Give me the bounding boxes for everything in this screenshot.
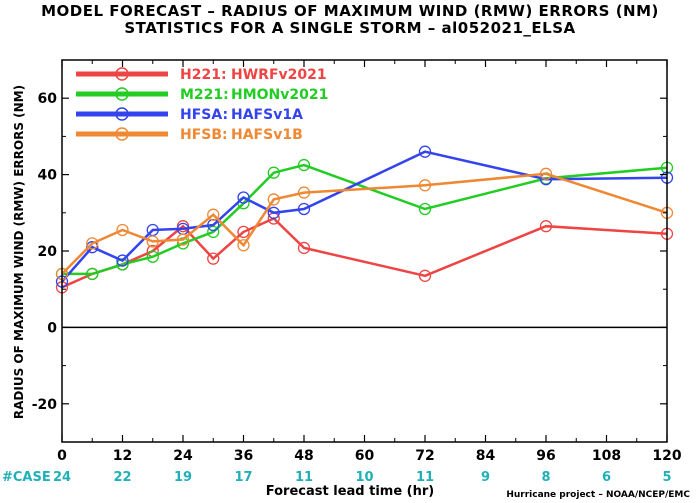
- y-tick-label: 40: [38, 168, 58, 184]
- data-point: [297, 158, 311, 172]
- data-point: [86, 237, 99, 250]
- legend-label: H221:: [180, 67, 227, 83]
- data-point: [418, 179, 432, 192]
- x-tick-label: 36: [234, 448, 253, 464]
- data-point: [237, 239, 250, 252]
- data-point: [146, 235, 159, 248]
- data-point: [237, 191, 250, 204]
- data-point: [267, 193, 280, 206]
- data-point: [207, 218, 220, 232]
- chart-subtitle: STATISTICS FOR A SINGLE STORM – al052021…: [124, 19, 576, 37]
- legend-model: HAFSv1B: [231, 127, 303, 143]
- credit-text: Hurricane project – NOAA/NCEP/EMC: [506, 490, 690, 500]
- data-point: [176, 233, 190, 246]
- data-point: [86, 267, 99, 281]
- legend-entry: HFSB: HAFSv1B: [76, 127, 303, 143]
- data-point: [207, 225, 220, 239]
- legend-label: M221:: [180, 87, 229, 103]
- x-tick-label: 0: [57, 448, 67, 464]
- y-tick-label: 0: [47, 320, 57, 336]
- data-point: [267, 166, 280, 179]
- data-point: [116, 223, 129, 237]
- case-count: 11: [295, 470, 313, 485]
- legend-label: HFSA:: [180, 107, 228, 123]
- data-point: [418, 145, 432, 158]
- legend-marker: [115, 87, 129, 101]
- x-tick-label: 72: [415, 448, 434, 464]
- case-count: 5: [662, 470, 671, 485]
- data-point: [207, 208, 220, 221]
- legend-model: HAFSv1A: [231, 107, 303, 123]
- x-tick-label: 24: [173, 448, 193, 464]
- x-tick-label: 108: [592, 448, 621, 464]
- case-count: 8: [541, 470, 550, 485]
- data-point: [207, 252, 220, 265]
- legend-marker: [115, 127, 129, 141]
- y-axis-label: RADIUS OF MAXIMUM WIND (RMW) ERRORS (NM): [12, 85, 26, 419]
- case-label: #CASE: [2, 470, 51, 485]
- legend-entry: M221: HMONv2021: [76, 87, 328, 103]
- series-hafsv1b: [55, 167, 674, 281]
- case-count: 10: [355, 470, 373, 485]
- data-point: [418, 269, 432, 282]
- case-count: 17: [234, 470, 252, 485]
- data-point: [146, 250, 159, 263]
- data-point: [237, 225, 250, 239]
- x-tick-label: 12: [113, 448, 132, 464]
- data-point: [539, 167, 553, 180]
- case-count: 11: [416, 470, 434, 485]
- case-count: 22: [113, 470, 131, 485]
- data-point: [297, 186, 311, 199]
- series-hafsv1a: [55, 145, 674, 288]
- legend-model: HMONv2021: [231, 87, 328, 103]
- case-count: 6: [602, 470, 611, 485]
- legend-marker: [115, 107, 129, 121]
- data-point: [116, 254, 129, 267]
- case-count: 19: [174, 470, 192, 485]
- x-tick-label: 60: [355, 448, 375, 464]
- data-point: [86, 241, 99, 254]
- x-tick-label: 96: [536, 448, 555, 464]
- x-axis-label: Forecast lead time (hr): [265, 484, 435, 499]
- case-count: 9: [481, 470, 490, 485]
- data-point: [297, 241, 311, 255]
- legend-entry: HFSA: HAFSv1A: [76, 107, 303, 123]
- data-point: [297, 202, 311, 216]
- x-tick-label: 120: [652, 448, 681, 464]
- legend-entry: H221: HWRFv2021: [76, 67, 327, 83]
- y-tick-label: 60: [38, 91, 58, 107]
- x-tick-label: 84: [476, 448, 496, 464]
- y-tick-label: 20: [38, 244, 58, 260]
- legend-model: HWRFv2021: [231, 67, 327, 83]
- case-count: 24: [53, 470, 71, 485]
- data-point: [418, 202, 432, 216]
- data-point: [539, 220, 553, 233]
- chart-title: MODEL FORECAST – RADIUS OF MAXIMUM WIND …: [41, 2, 659, 20]
- legend-label: HFSB:: [180, 127, 228, 143]
- data-point: [267, 206, 280, 219]
- data-point: [176, 237, 190, 250]
- x-tick-label: 48: [294, 448, 313, 464]
- legend-marker: [115, 67, 129, 81]
- y-tick-label: -20: [32, 397, 58, 413]
